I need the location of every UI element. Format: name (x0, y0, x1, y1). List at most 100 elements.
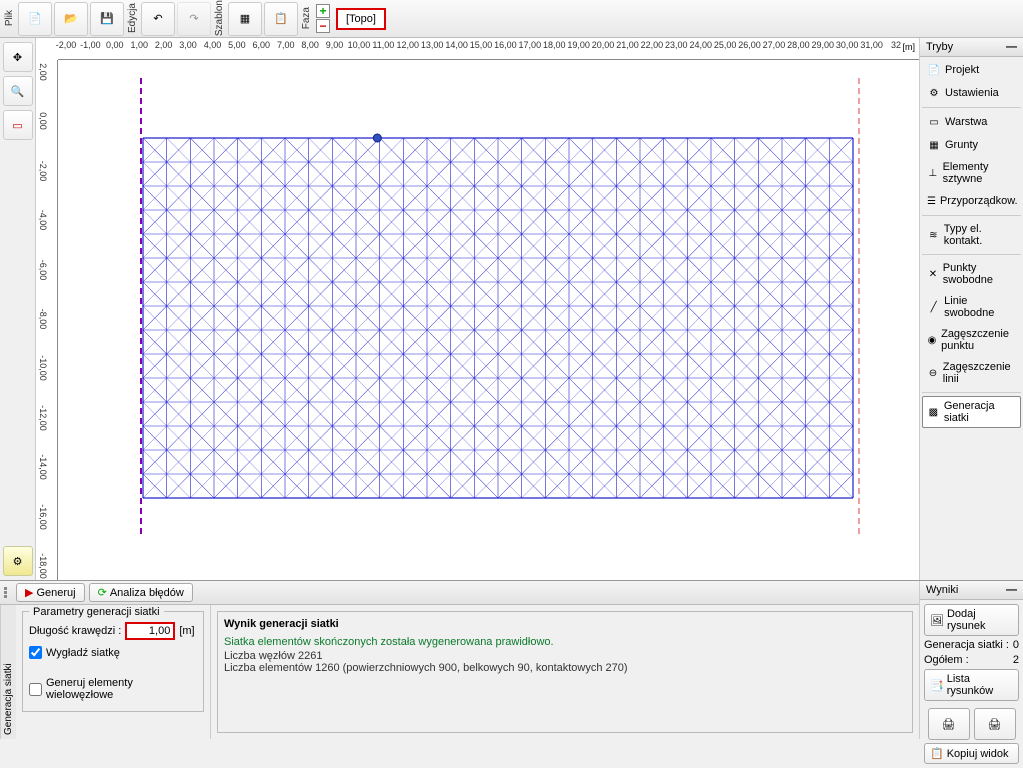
mode-label: Grunty (945, 139, 978, 151)
mode-item[interactable]: ◉ Zagęszczenie punktu (922, 324, 1021, 356)
mode-icon: ⊖ (927, 366, 939, 380)
minimize-panel-button[interactable]: — (1006, 41, 1017, 53)
magnifier-icon: 🔍 (11, 85, 25, 98)
file-menu-label[interactable]: Plik (2, 10, 17, 26)
mesh-svg (58, 60, 918, 580)
zoom-tool-button[interactable]: 🔍 (3, 76, 33, 106)
mode-label: Zagęszczenie linii (943, 361, 1016, 385)
print-row: 🖨 🖨 (924, 708, 1019, 740)
phase-plusminus: + − (316, 4, 330, 33)
minimize-results-button[interactable]: — (1006, 584, 1017, 596)
results-panel-header: Wyniki — (920, 581, 1023, 600)
edit-menu-label[interactable]: Edycja (125, 3, 140, 33)
copy-view-label: Kopiuj widok (947, 748, 1009, 760)
vertical-ruler: 2,000,00-2,00-4,00-6,00-8,00-10,00-12,00… (36, 60, 58, 580)
mode-icon: ✕ (927, 267, 939, 281)
mode-item[interactable]: ⚙Ustawienia (922, 82, 1021, 104)
result-nodes: Liczba węzłów 2261 (224, 650, 906, 662)
mode-label: Projekt (945, 64, 979, 76)
mode-icon: ◉ (927, 333, 937, 347)
mode-label: Elementy sztywne (943, 161, 1016, 185)
copy-view-button[interactable]: 📋 Kopiuj widok (924, 743, 1019, 764)
template-button[interactable]: ▦ (228, 2, 262, 36)
new-file-button[interactable]: 📄 (18, 2, 52, 36)
analyze-errors-button[interactable]: ⟳ Analiza błędów (89, 583, 193, 602)
total-count-row: Ogółem : 2 (924, 654, 1019, 666)
edge-length-unit: [m] (179, 625, 194, 637)
topo-button[interactable]: [Topo] (336, 8, 386, 30)
save-icon: 💾 (100, 12, 114, 25)
mode-icon: ⊥ (927, 166, 939, 180)
mode-item[interactable]: ✕ Punkty swobodne (922, 258, 1021, 290)
mode-item[interactable]: ⊖ Zagęszczenie linii (922, 357, 1021, 389)
bottom-area: ▶ Generuj ⟳ Analiza błędów Generacja sia… (0, 580, 1023, 739)
selection-icon: ▭ (12, 119, 22, 132)
bottom-side-label: Generacja siatki (0, 605, 16, 739)
modes-panel-header: Tryby — (920, 38, 1023, 57)
smooth-checkbox-row[interactable]: Wygładź siatkę (29, 646, 197, 659)
mode-label: Przyporządkow. (940, 195, 1018, 207)
modes-list: 📄 Projekt ⚙Ustawienia ▭Warstwa ▦ Grunty ⊥ Eleme… (920, 57, 1023, 430)
pan-tool-button[interactable]: ✥ (3, 42, 33, 72)
mode-item[interactable]: ▭Warstwa (922, 111, 1021, 133)
mode-item[interactable]: ▦ Grunty (922, 134, 1021, 156)
gear-icon: ⚙ (13, 555, 23, 568)
mode-item[interactable]: ≋Typy el. kontakt. (922, 219, 1021, 251)
mode-label: Zagęszczenie punktu (941, 328, 1016, 352)
mode-item[interactable]: ▩Generacja siatki (922, 396, 1021, 428)
select-region-button[interactable]: ▭ (3, 110, 33, 140)
mode-item[interactable]: 📄 Projekt (922, 59, 1021, 81)
gen-count-label: Generacja siatki : (924, 639, 1009, 651)
template-menu-label[interactable]: Szablon (212, 0, 227, 36)
edge-length-input[interactable] (125, 622, 175, 640)
mode-item[interactable]: ⊥ Elementy sztywne (922, 157, 1021, 189)
mode-icon: ☰ (927, 194, 936, 208)
list-icon: 📑 (930, 679, 944, 692)
drawing-viewport[interactable] (58, 60, 919, 580)
mode-item[interactable]: ☰ Przyporządkow. (922, 190, 1021, 212)
print-color-button[interactable]: 🖨 (974, 708, 1016, 740)
printer-icon: 🖨 (942, 718, 956, 731)
add-drawing-label: Dodaj rysunek (947, 608, 1013, 632)
drag-handle[interactable] (4, 587, 10, 598)
undo-button[interactable]: ↶ (141, 2, 175, 36)
mode-icon: 📄 (927, 63, 941, 77)
save-file-button[interactable]: 💾 (90, 2, 124, 36)
gen-count-value: 0 (1013, 639, 1019, 651)
phase-minus-button[interactable]: − (316, 19, 330, 33)
plus-icon: 🖼 (930, 614, 944, 627)
copy-icon: 📋 (274, 12, 288, 25)
mode-icon: ▦ (927, 138, 941, 152)
ruler-unit: [m] (903, 42, 916, 52)
generate-button[interactable]: ▶ Generuj (16, 583, 85, 602)
multinode-label: Generuj elementy wielowęzłowe (46, 677, 197, 701)
mode-label: Punkty swobodne (943, 262, 1016, 286)
phase-plus-button[interactable]: + (316, 4, 330, 18)
canvas-area[interactable]: [m] -2,00-1,000,001,002,003,004,005,006,… (36, 38, 919, 580)
smooth-checkbox[interactable] (29, 646, 42, 659)
generate-label: Generuj (36, 587, 75, 599)
result-ok-message: Siatka elementów skończonych została wyg… (224, 636, 906, 648)
settings-gear-button[interactable]: ⚙ (3, 546, 33, 576)
phase-menu-label[interactable]: Faza (299, 7, 314, 29)
total-count-label: Ogółem : (924, 654, 969, 666)
drawing-list-button[interactable]: 📑 Lista rysunków (924, 669, 1019, 701)
move-icon: ✥ (13, 51, 22, 64)
modes-panel: Tryby — 📄 Projekt ⚙Ustawienia ▭Warstwa ▦ Grun… (919, 38, 1023, 580)
multinode-checkbox-row[interactable]: Generuj elementy wielowęzłowe (29, 677, 197, 701)
add-drawing-button[interactable]: 🖼 Dodaj rysunek (924, 604, 1019, 636)
mode-item[interactable]: ╱Linie swobodne (922, 291, 1021, 323)
copy-button[interactable]: 📋 (264, 2, 298, 36)
mode-icon: ≋ (927, 228, 940, 242)
print-button[interactable]: 🖨 (928, 708, 970, 740)
analyze-icon: ⟳ (98, 586, 107, 599)
mode-icon: ▩ (927, 405, 940, 419)
redo-button[interactable]: ↷ (177, 2, 211, 36)
params-box: Parametry generacji siatki Długość krawę… (16, 605, 211, 739)
result-title: Wynik generacji siatki (224, 618, 906, 630)
open-file-button[interactable]: 📂 (54, 2, 88, 36)
edge-length-label: Długość krawędzi : (29, 625, 121, 637)
mode-label: Ustawienia (945, 87, 999, 99)
edge-length-row: Długość krawędzi : [m] (29, 622, 197, 640)
multinode-checkbox[interactable] (29, 683, 42, 696)
